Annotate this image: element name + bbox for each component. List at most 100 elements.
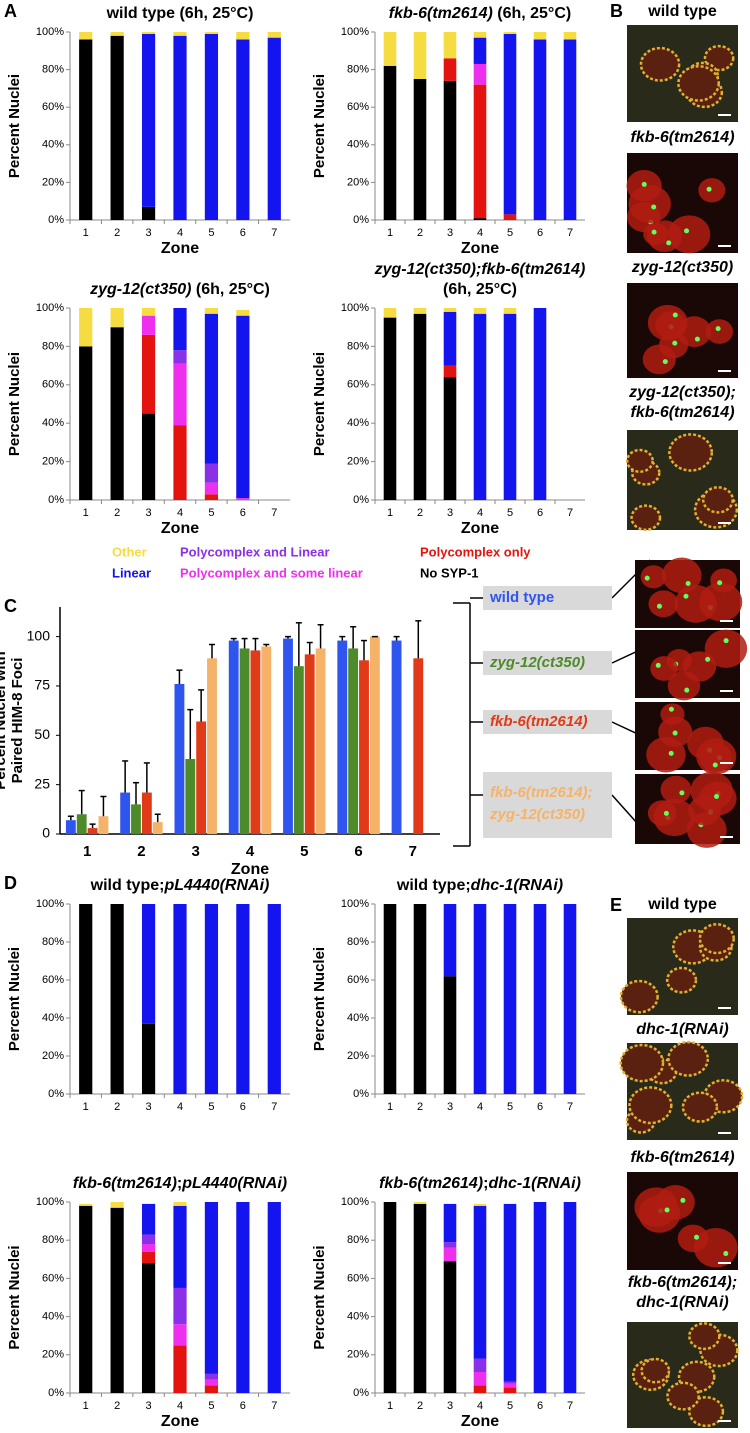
nucleus	[677, 65, 720, 102]
nucleus	[662, 557, 702, 594]
nucleus	[674, 584, 717, 623]
bar-segment	[141, 315, 156, 335]
x-tick-label: 1	[387, 507, 393, 519]
x-tick-label: 2	[417, 227, 423, 239]
nucleus	[688, 1322, 721, 1351]
nucleus	[653, 798, 696, 837]
error-bar	[393, 635, 400, 641]
bar	[87, 828, 98, 834]
x-tick-label: 7	[271, 1101, 277, 1113]
chart-title: wild type;dhc-1(RNAi)	[396, 877, 563, 894]
bar-segment	[473, 308, 487, 314]
bar-segment	[563, 904, 577, 1094]
x-tick-label: 4	[177, 227, 183, 239]
error-bar	[361, 639, 367, 661]
micrograph	[625, 430, 739, 532]
bar-segment	[503, 1203, 517, 1382]
bar-segment	[413, 313, 427, 500]
micrograph	[635, 629, 748, 701]
bar-segment	[173, 308, 187, 351]
y-tick-label: 60%	[42, 1272, 64, 1284]
legend-entry: Polycomplex and Linear	[180, 544, 330, 559]
x-tick-label: 7	[567, 227, 573, 239]
bar-segment	[443, 1242, 457, 1248]
y-tick-label: 20%	[347, 176, 369, 188]
x-tick-label: 1	[387, 1400, 393, 1412]
bar-segment	[173, 1324, 187, 1346]
x-tick-label: 6	[537, 507, 543, 519]
y-tick-label: 0%	[353, 214, 369, 226]
bar	[348, 648, 359, 834]
bar-segment	[204, 32, 219, 34]
bar-segment	[236, 1202, 250, 1393]
bar	[228, 640, 239, 834]
nucleus	[668, 433, 714, 472]
x-tick-label: 7	[567, 507, 573, 519]
bar-segment	[443, 365, 457, 378]
bar	[261, 646, 272, 834]
bar-segment	[503, 32, 517, 34]
x-tick-label: 5	[507, 1101, 513, 1113]
focus	[656, 603, 662, 609]
y-tick-label: 50	[34, 726, 50, 742]
focus	[694, 336, 700, 342]
error-bar	[176, 669, 183, 684]
micrograph	[627, 1322, 739, 1428]
x-tick-label: 1	[387, 227, 393, 239]
image-label: dhc-1(RNAi)	[636, 1021, 729, 1038]
error-bar	[143, 762, 150, 793]
x-tick-label: 4	[177, 1101, 183, 1113]
bar-segment	[473, 218, 487, 220]
title-part: pL4440(RNAi)	[163, 877, 269, 894]
nucleus	[703, 44, 735, 72]
nucleus	[666, 1381, 700, 1411]
y-axis-label: Percent Nuclei	[311, 74, 328, 178]
legend-box	[483, 710, 612, 734]
y-tick-label: 80%	[42, 340, 64, 352]
y-tick-label: 20%	[42, 1349, 64, 1361]
x-axis-label: Zone	[161, 1413, 199, 1430]
nucleus	[677, 1224, 709, 1253]
bar	[98, 816, 109, 834]
chart-title: fkb-6(tm2614);dhc-1(RNAi)	[379, 1175, 581, 1192]
x-tick-label: 5	[507, 227, 513, 239]
image-label-box: wild type	[648, 896, 717, 913]
error-bar	[100, 795, 107, 817]
image-label-box: wild type	[648, 3, 716, 20]
bar	[196, 721, 207, 834]
error-bar	[306, 641, 313, 655]
legend-entry: Linear	[112, 565, 151, 580]
bar-segment	[173, 1205, 187, 1288]
x-tick-label: 3	[146, 1400, 152, 1412]
nucleus	[681, 1091, 719, 1123]
x-tick-label: 5	[208, 507, 214, 519]
error-bar	[295, 622, 302, 667]
bar-segment	[503, 1381, 517, 1384]
y-tick-label: 25	[34, 775, 50, 791]
bar-segment	[173, 350, 187, 364]
x-tick-label: 4	[477, 1400, 483, 1412]
bar-segment	[173, 1345, 187, 1393]
nucleus	[688, 1396, 725, 1428]
micrograph	[627, 1172, 738, 1270]
bar	[359, 660, 369, 834]
bar	[207, 658, 217, 834]
image-label: wild type	[648, 896, 717, 913]
bar	[141, 792, 152, 834]
nucleus	[682, 651, 717, 682]
nucleus	[628, 1086, 673, 1125]
focus	[651, 229, 657, 235]
bar-segment	[236, 315, 250, 499]
bar-segment	[413, 904, 427, 1094]
nucleus	[647, 304, 688, 341]
bar-segment	[110, 904, 124, 1094]
bar-segment	[413, 1202, 427, 1204]
x-tick-label: 2	[417, 1400, 423, 1412]
x-tick-label: 2	[417, 507, 423, 519]
image-label-box: zyg-12(ct350)	[632, 259, 733, 276]
micrograph	[627, 283, 738, 378]
micrograph	[635, 702, 740, 775]
bar-segment	[141, 308, 156, 316]
y-tick-label: 40%	[347, 139, 369, 151]
focus	[706, 186, 712, 192]
